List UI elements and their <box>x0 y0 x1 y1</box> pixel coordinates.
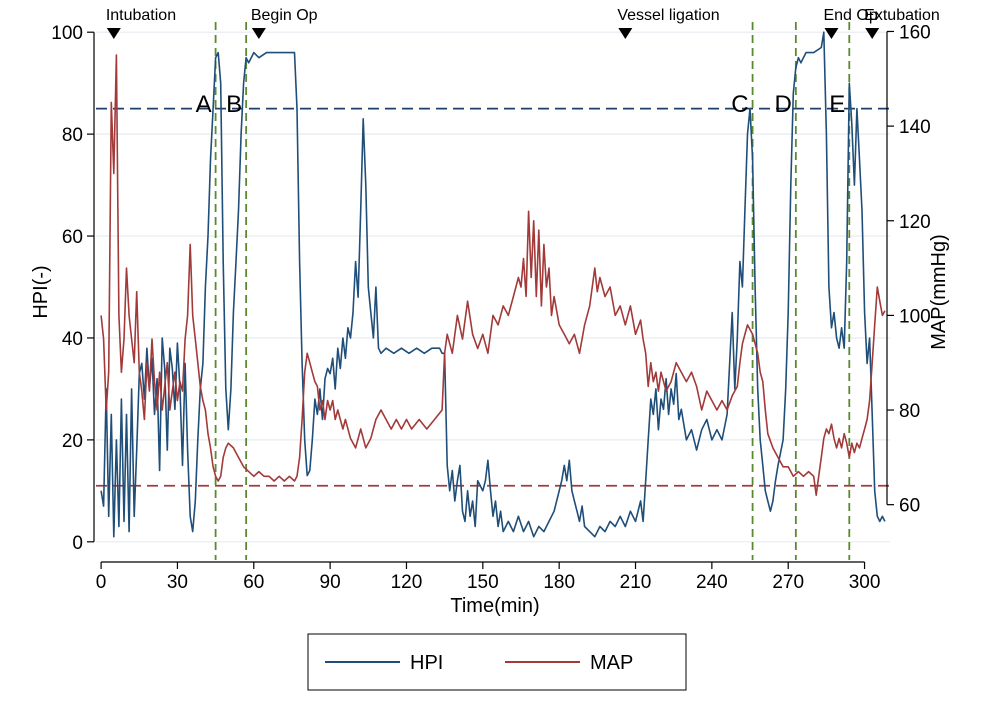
event-markers: Intubation Begin Op Vessel ligation End OpE… <box>106 7 940 39</box>
x-tick-label-180: 180 <box>543 572 575 593</box>
x-tick-label-120: 120 <box>391 572 423 593</box>
y-right-tick-label-120: 120 <box>899 212 931 233</box>
phase-label-B: B <box>226 91 242 118</box>
y-axis-right-title: MAP(mmHg) <box>928 234 950 350</box>
y-left-tick-label-0: 0 <box>72 533 83 554</box>
x-tick-label-60: 60 <box>243 572 264 593</box>
grid-lines <box>96 31 890 543</box>
y-left-tick-label-40: 40 <box>62 329 83 350</box>
series-line-map <box>100 54 886 496</box>
y-axis-left-title: HPI(-) <box>30 265 52 318</box>
y-right-tick-label-80: 80 <box>899 401 920 422</box>
y-left-tick-label-80: 80 <box>62 125 83 146</box>
x-tick-label-150: 150 <box>467 572 499 593</box>
event-marker-3 <box>824 28 839 39</box>
y-left-tick-label-100: 100 <box>51 23 83 44</box>
event-label-4: Extubation <box>864 7 940 24</box>
event-label-1: Begin Op <box>251 7 318 24</box>
phase-label-C: C <box>731 91 748 118</box>
x-tick-label-270: 270 <box>772 572 804 593</box>
y-left-tick-label-20: 20 <box>62 431 83 452</box>
event-marker-2 <box>618 28 633 39</box>
x-tick-label-300: 300 <box>849 572 881 593</box>
threshold-lines <box>96 107 890 487</box>
phase-label-A: A <box>196 91 212 118</box>
y-left-tick-label-60: 60 <box>62 227 83 248</box>
x-tick-label-0: 0 <box>96 572 107 593</box>
event-label-2: Vessel ligation <box>617 7 719 24</box>
x-axis-title: Time(min) <box>450 595 539 617</box>
phase-label-E: E <box>829 91 845 118</box>
series-line-hpi <box>100 31 886 538</box>
axes: 0 30 60 90 120 150 180 210 240 270 300 0 20 40 60 80 100… <box>51 22 930 593</box>
event-label-0: Intubation <box>106 7 176 24</box>
legend: HPI MAP <box>307 633 687 691</box>
event-marker-1 <box>251 28 266 39</box>
y-right-tick-label-140: 140 <box>899 117 931 138</box>
y-right-tick-label-160: 160 <box>899 22 931 43</box>
y-right-tick-label-100: 100 <box>899 306 931 327</box>
x-tick-label-210: 210 <box>620 572 652 593</box>
legend-label-hpi: HPI <box>410 652 443 674</box>
x-tick-label-240: 240 <box>696 572 728 593</box>
event-marker-0 <box>106 28 121 39</box>
y-right-tick-label-60: 60 <box>899 496 920 517</box>
event-marker-4 <box>865 28 880 39</box>
event-label-3: End Op <box>823 7 877 24</box>
x-tick-label-90: 90 <box>320 572 341 593</box>
series-lines <box>100 31 886 538</box>
phase-label-D: D <box>774 91 791 118</box>
x-tick-label-30: 30 <box>167 572 188 593</box>
legend-label-map: MAP <box>590 652 633 674</box>
